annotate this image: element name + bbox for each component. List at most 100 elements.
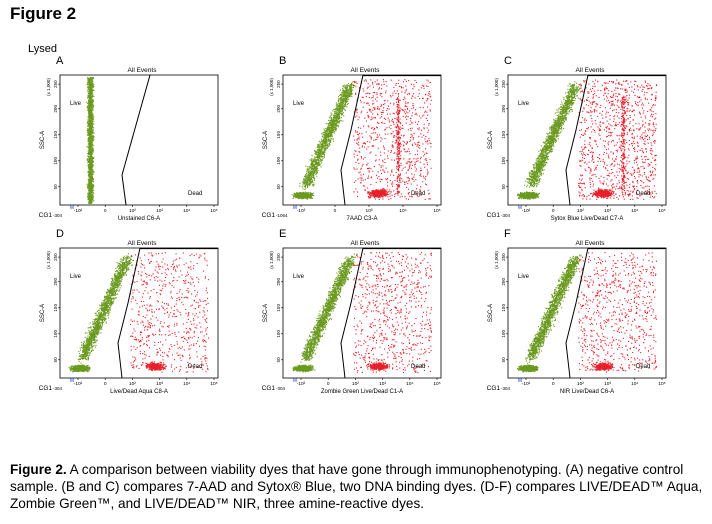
y-axis-label: SSC-A bbox=[263, 304, 269, 322]
y-tick-label: 250 bbox=[53, 253, 58, 261]
y-scale-note: (x 1,000) bbox=[494, 78, 499, 96]
y-tick-label: 200 bbox=[501, 278, 506, 286]
x-tick-label: 10³ bbox=[604, 381, 611, 387]
y-tick-label: 150 bbox=[53, 304, 58, 312]
y-tick-label: 150 bbox=[276, 304, 281, 312]
x-tick-label: 0 bbox=[104, 208, 107, 214]
flow-plot: All Events Live Dead 50 100 150 200 250(x 1,000… bbox=[487, 240, 667, 395]
y-tick-label: 50 bbox=[501, 357, 506, 363]
cg-label: CG1 bbox=[487, 212, 501, 219]
plot-frame bbox=[282, 74, 442, 206]
x-tick-label: 10² bbox=[129, 381, 136, 387]
x-tick-min: -304 bbox=[501, 386, 511, 391]
x-tick-label: 10⁵ bbox=[658, 208, 665, 214]
x-tick-label: 10² bbox=[577, 208, 584, 214]
y-tick-label: 50 bbox=[276, 357, 281, 363]
x-tick-label: 10⁵ bbox=[433, 208, 440, 214]
y-axis-label: SSC-A bbox=[263, 131, 269, 149]
marker-m-label: M bbox=[293, 378, 297, 384]
gate-label: All Events bbox=[576, 67, 606, 74]
x-tick-label: -10² bbox=[297, 381, 306, 387]
panel-letter: C bbox=[504, 55, 512, 67]
x-tick-label: -10² bbox=[522, 381, 531, 387]
y-tick-label: 100 bbox=[53, 157, 58, 165]
live-label: Live bbox=[293, 274, 305, 280]
y-tick-label: 100 bbox=[276, 330, 281, 338]
dead-label: Dead bbox=[411, 191, 425, 197]
live-label: Live bbox=[518, 274, 530, 280]
y-axis-label: SSC-A bbox=[40, 304, 46, 322]
y-tick-label: 50 bbox=[276, 184, 281, 190]
cg-label: CG1 bbox=[262, 385, 276, 392]
y-tick-label: 100 bbox=[501, 330, 506, 338]
x-tick-label: 10⁴ bbox=[631, 381, 638, 387]
y-scale-note: (x 1,000) bbox=[46, 251, 51, 269]
event-dots bbox=[517, 252, 657, 373]
panel-a: A All Events Live Dead 50 100 150 200 250 (x 1,00… bbox=[39, 55, 252, 230]
plot-frame bbox=[59, 74, 219, 206]
event-dots bbox=[292, 252, 432, 374]
plot-frame bbox=[507, 74, 667, 206]
y-tick-label: 250 bbox=[501, 80, 506, 88]
y-tick-label: 150 bbox=[276, 131, 281, 139]
dead-label: Dead bbox=[636, 191, 650, 197]
dead-label: Dead bbox=[188, 191, 202, 197]
gate-line bbox=[340, 247, 364, 379]
x-tick-min: -304 bbox=[276, 386, 286, 391]
panel-letter: E bbox=[279, 228, 287, 240]
y-tick-label: 150 bbox=[501, 131, 506, 139]
event-dots bbox=[86, 77, 95, 205]
x-tick-min: -304 bbox=[53, 213, 63, 218]
marker-m-label: M bbox=[70, 205, 74, 211]
x-tick-label: 10² bbox=[352, 381, 359, 387]
gate-line bbox=[121, 74, 151, 206]
x-tick-label: 10⁴ bbox=[406, 381, 413, 387]
figure-title: Figure 2 bbox=[10, 4, 77, 23]
panel-letter: A bbox=[56, 55, 64, 67]
x-tick-min: -1064 bbox=[276, 213, 288, 218]
x-tick-label: 10³ bbox=[379, 381, 386, 387]
gate-line bbox=[565, 74, 589, 206]
marker-m-label: M bbox=[70, 378, 74, 384]
x-axis-label: 7AAD C3-A bbox=[346, 216, 377, 222]
dead-label: Dead bbox=[411, 364, 425, 370]
y-tick-label: 200 bbox=[276, 278, 281, 286]
y-axis-label: SSC-A bbox=[488, 131, 494, 149]
panel-letter: F bbox=[504, 228, 511, 240]
x-tick-label: 0 bbox=[334, 208, 337, 214]
flow-plot: All Events Live Dead 50 100 150 200 250(x 1,000… bbox=[262, 240, 442, 395]
y-tick-label: 200 bbox=[53, 105, 58, 113]
figure-caption: Figure 2. A comparison between viability… bbox=[10, 461, 710, 512]
x-tick-label: 10⁴ bbox=[631, 208, 638, 214]
panel-letter: D bbox=[56, 228, 64, 240]
gate-label: All Events bbox=[351, 240, 381, 247]
flow-plot: All Events Live Dead 50 100 150 200 250(x 1,000… bbox=[262, 67, 442, 222]
y-tick-label: 250 bbox=[53, 80, 58, 88]
live-label: Live bbox=[70, 274, 82, 280]
x-tick-label: 0 bbox=[552, 381, 555, 387]
x-tick-label: 10⁴ bbox=[183, 208, 190, 214]
flow-plot: All Events Live Dead 50 100 150 200 250(x 1,000… bbox=[487, 67, 667, 222]
x-tick-label: 10⁵ bbox=[210, 381, 217, 387]
y-tick-label: 200 bbox=[276, 105, 281, 113]
y-tick-label: 200 bbox=[53, 278, 58, 286]
marker-m-label: M bbox=[518, 205, 522, 211]
plot-frame bbox=[282, 247, 442, 379]
y-scale-note: (x 1,000) bbox=[46, 78, 51, 96]
x-tick-label: 10³ bbox=[156, 208, 163, 214]
cg-label: CG1 bbox=[39, 212, 53, 219]
event-dots bbox=[291, 79, 432, 201]
y-tick-label: 200 bbox=[501, 105, 506, 113]
x-tick-label: -10² bbox=[522, 208, 531, 214]
gate-label: All Events bbox=[576, 240, 606, 247]
caption-label: Figure 2. bbox=[10, 462, 67, 477]
y-tick-label: 250 bbox=[501, 253, 506, 261]
x-tick-label: 10³ bbox=[366, 208, 373, 214]
x-axis-label: Sytox Blue Live/Dead C7-A bbox=[551, 216, 624, 222]
caption-text: A comparison between viability dyes that… bbox=[10, 462, 703, 511]
x-tick-label: 0 bbox=[327, 381, 330, 387]
live-label: Live bbox=[518, 101, 530, 107]
x-axis-label: Live/Dead Aqua C8-A bbox=[110, 389, 168, 395]
panel-letter: B bbox=[279, 55, 287, 67]
panel-d: D All Events Live Dead 50 100 150 200 250 (x 1,00… bbox=[39, 228, 252, 403]
